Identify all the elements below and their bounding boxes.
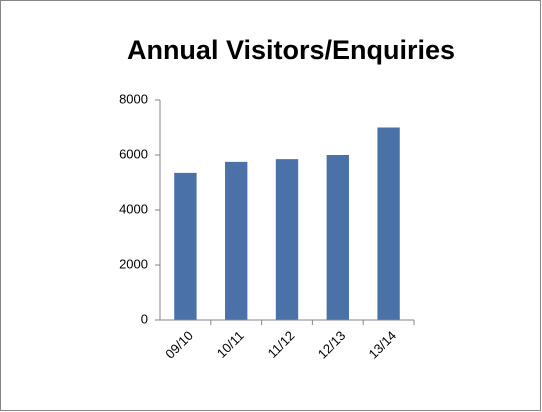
bar bbox=[275, 159, 299, 320]
y-tick-label: 4000 bbox=[119, 201, 148, 216]
y-tick-label: 6000 bbox=[119, 146, 148, 161]
bar bbox=[377, 127, 400, 320]
bar bbox=[225, 161, 248, 320]
chart-title: Annual Visitors/Enquiries bbox=[127, 35, 455, 65]
bar bbox=[326, 155, 349, 320]
y-tick-label: 0 bbox=[141, 311, 148, 326]
y-tick-label: 2000 bbox=[119, 256, 148, 271]
bar bbox=[174, 172, 197, 320]
y-tick-label: 8000 bbox=[119, 91, 148, 106]
